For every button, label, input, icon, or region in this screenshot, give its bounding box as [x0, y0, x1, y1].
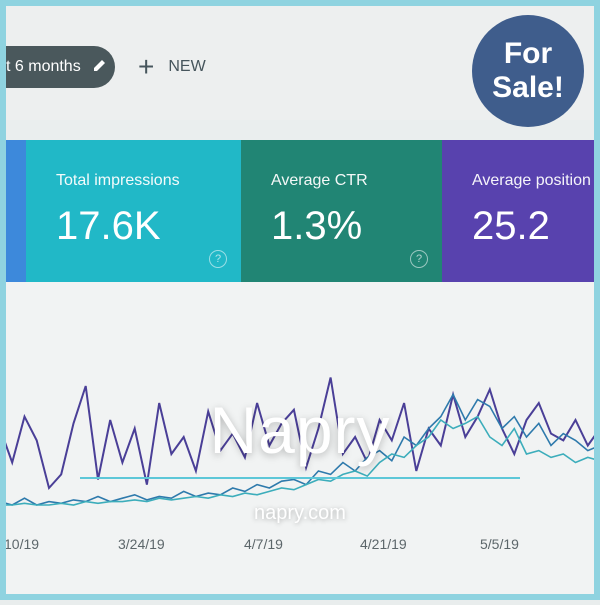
chart-series-line-1: [0, 392, 600, 506]
x-tick-label: 4/7/19: [244, 536, 283, 552]
metric-value: 25.2: [472, 204, 550, 248]
metric-card-position[interactable]: Average position 25.2: [442, 140, 600, 282]
brand-url[interactable]: napry.com: [254, 502, 346, 524]
brand-name: Napry: [209, 393, 391, 467]
help-icon[interactable]: ?: [209, 250, 227, 268]
x-tick-label: 10/19: [4, 536, 40, 552]
new-filter-button[interactable]: + NEW: [138, 51, 206, 82]
plus-icon: +: [138, 51, 155, 82]
for-sale-badge: For Sale!: [472, 15, 584, 127]
x-tick-label: 4/21/19: [360, 536, 407, 552]
metric-card-impressions[interactable]: Total impressions 17.6K ?: [26, 140, 241, 282]
brand-divider: [80, 477, 520, 479]
performance-chart: [0, 377, 600, 506]
help-icon[interactable]: ?: [410, 250, 428, 268]
metric-label: Average CTR: [271, 172, 368, 189]
chart-series-line-0: [0, 377, 600, 491]
new-label: NEW: [168, 58, 206, 75]
x-tick-label: 3/24/19: [118, 536, 165, 552]
x-tick-label: 5/5/19: [480, 536, 519, 552]
date-range-button[interactable]: t 6 months: [0, 46, 115, 88]
performance-chart-area: [0, 282, 600, 600]
badge-line-1: For: [503, 37, 553, 70]
badge-line-2: Sale!: [492, 71, 564, 104]
chart-series-line-2: [0, 415, 600, 506]
metric-value: 1.3%: [271, 204, 363, 248]
metric-card-ctr[interactable]: Average CTR 1.3% ?: [241, 140, 442, 282]
metric-label: Total impressions: [56, 172, 180, 189]
edit-pencil-icon: [93, 58, 107, 77]
date-range-label: t 6 months: [6, 58, 81, 75]
metric-value: 17.6K: [56, 204, 161, 248]
metric-label: Average position: [472, 172, 591, 189]
